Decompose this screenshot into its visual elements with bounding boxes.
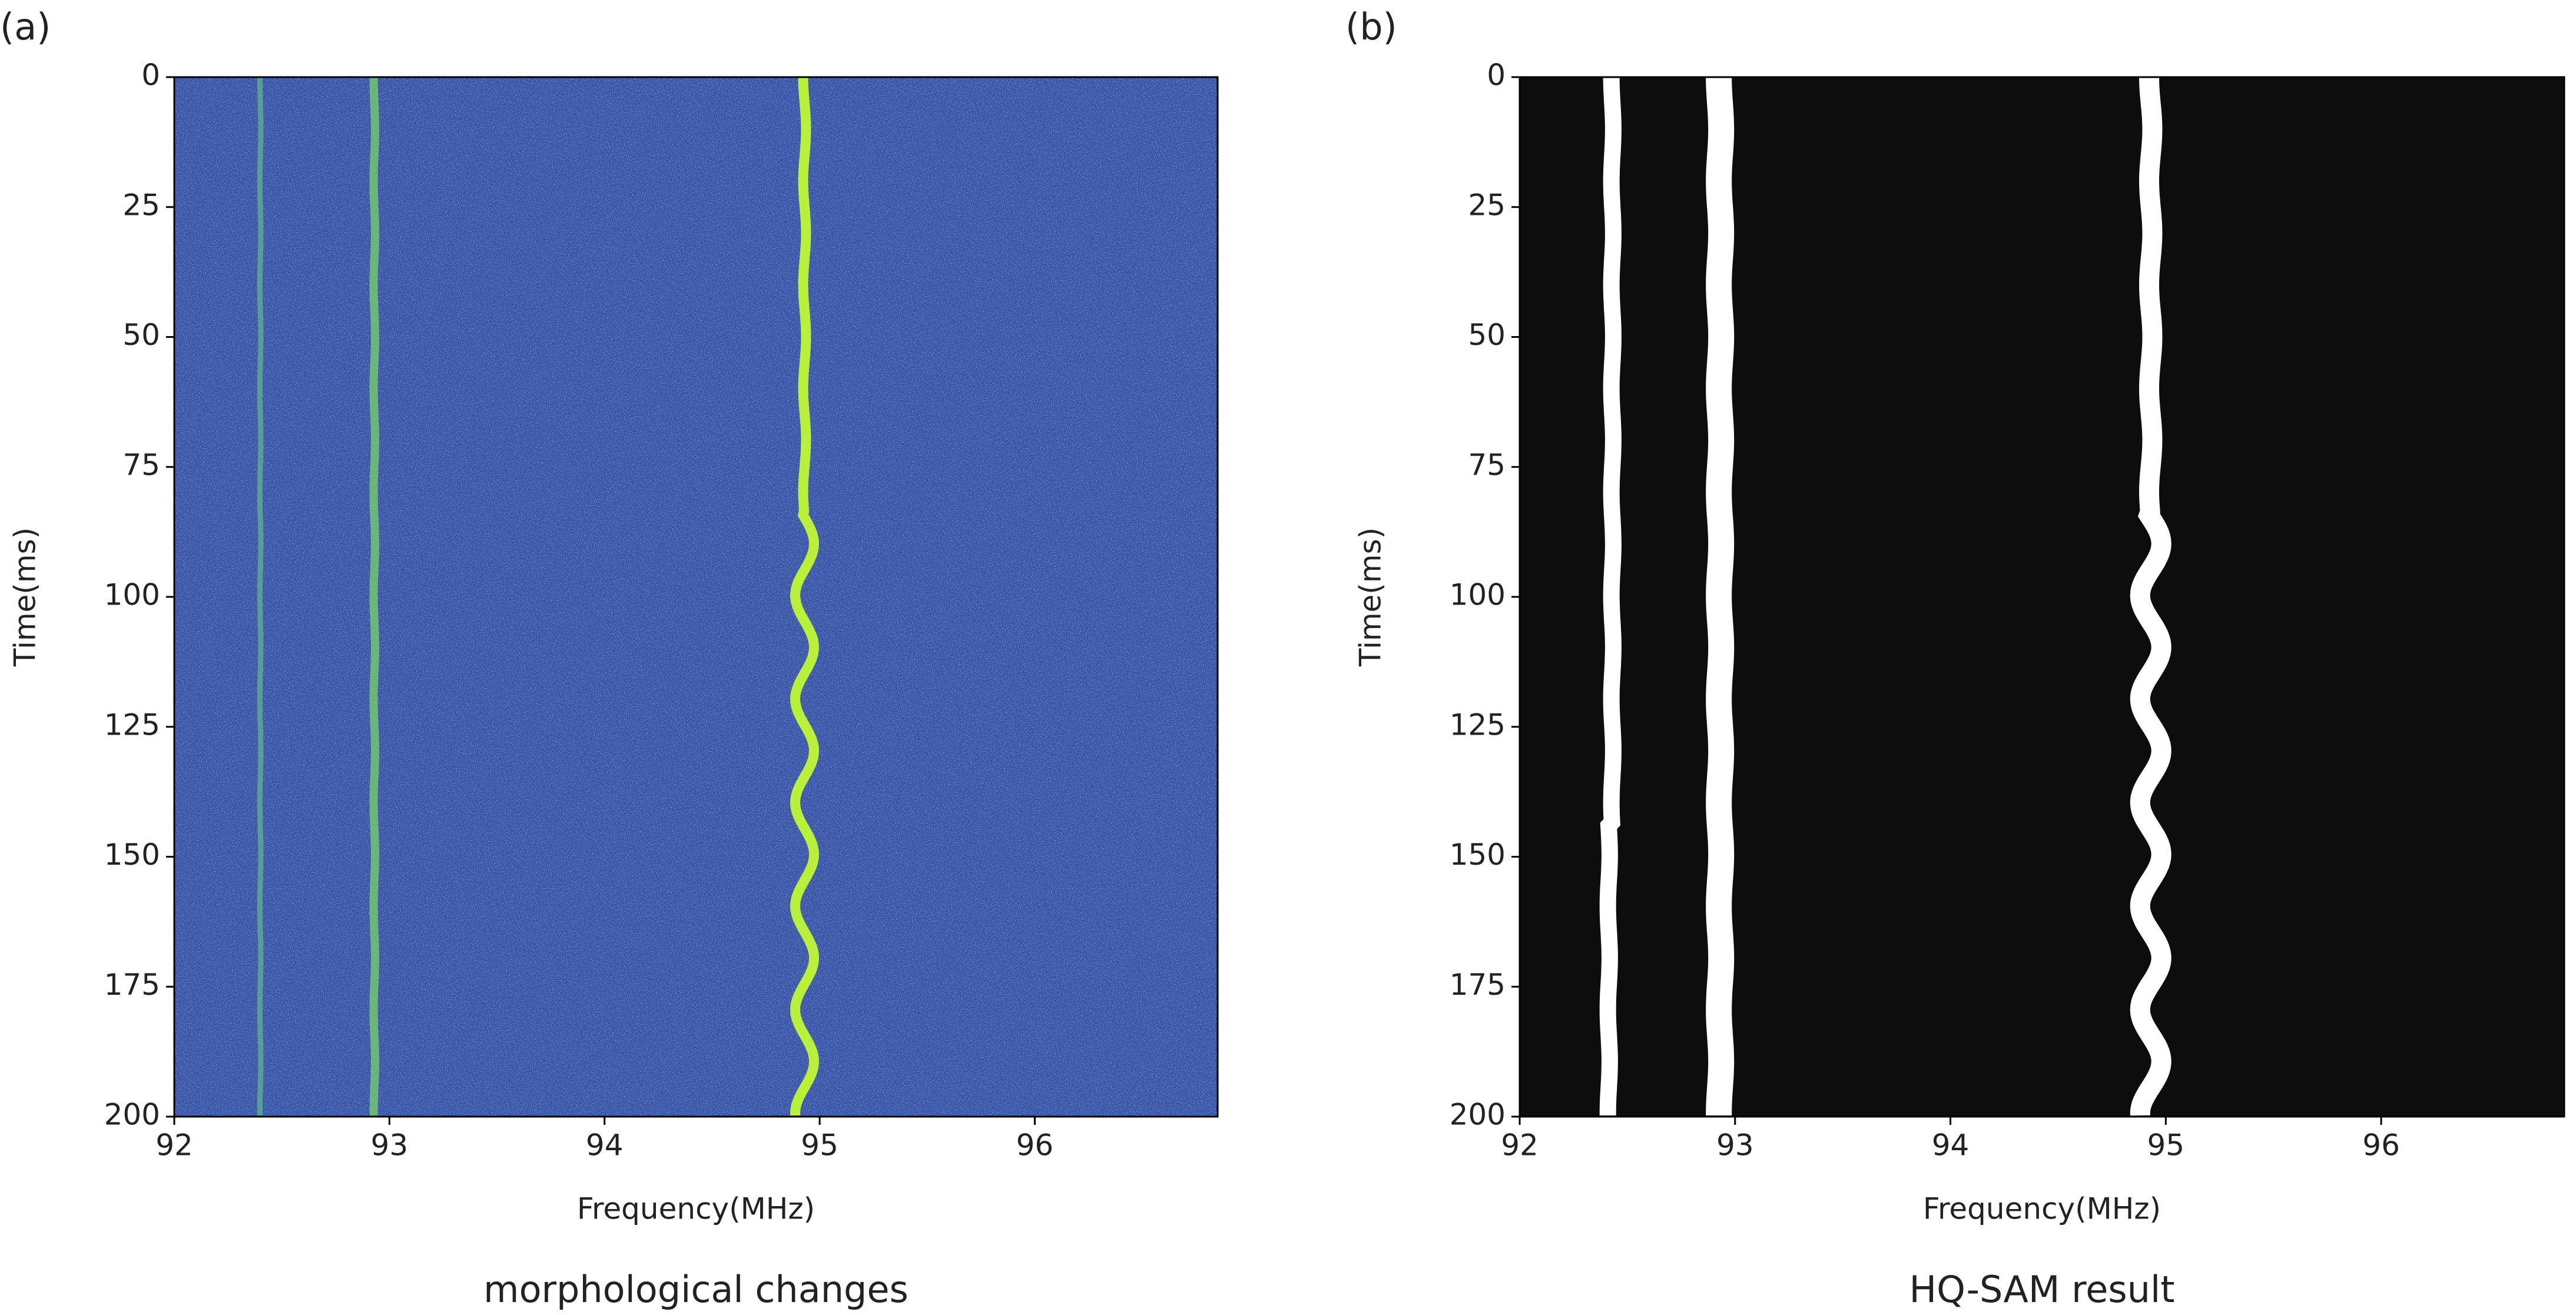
y-tick-label: 125 [104, 708, 160, 742]
y-tick-label: 175 [1450, 968, 1506, 1002]
x-tick-label: 93 [1716, 1128, 1754, 1163]
x-tick-label: 95 [801, 1128, 838, 1163]
x-tick-label: 96 [2362, 1128, 2400, 1163]
y-tick-label: 100 [104, 578, 160, 612]
y-tick-label: 0 [141, 58, 160, 92]
x-tick-label: 93 [371, 1128, 409, 1163]
y-tick-label: 100 [1450, 578, 1506, 612]
caption: HQ-SAM result [1909, 1268, 2174, 1311]
signal-trace [1706, 77, 1735, 1115]
y-tick-label: 175 [104, 968, 160, 1002]
y-tick-label: 200 [1450, 1098, 1506, 1132]
y-tick-label: 50 [1468, 318, 1506, 352]
x-tick-label: 94 [586, 1128, 624, 1163]
noise [174, 77, 1218, 1117]
y-tick-label: 125 [1450, 708, 1506, 742]
y-tick-label: 75 [122, 448, 160, 482]
signal-trace [369, 77, 379, 1115]
x-tick-label: 95 [2147, 1128, 2185, 1163]
signal-trace [257, 77, 264, 1116]
y-axis-label: Time(ms) [8, 527, 42, 667]
y-axis-label: Time(ms) [1354, 527, 1388, 667]
signal-trace [1599, 77, 1622, 1115]
y-tick-label: 75 [1468, 448, 1506, 482]
y-tick-label: 0 [1487, 58, 1506, 92]
y-tick-label: 50 [122, 318, 160, 352]
x-tick-label: 94 [1932, 1128, 1970, 1163]
x-tick-label: 92 [1501, 1128, 1539, 1163]
signal-trace [2130, 77, 2171, 1116]
y-tick-label: 200 [104, 1098, 160, 1132]
x-tick-label: 96 [1016, 1128, 1054, 1163]
caption: morphological changes [483, 1268, 909, 1311]
background [1520, 77, 2564, 1117]
y-tick-label: 25 [1468, 188, 1506, 222]
x-axis-label: Frequency(MHz) [1923, 1192, 2161, 1226]
x-tick-label: 92 [155, 1128, 193, 1163]
signal-trace [790, 77, 820, 1116]
y-tick-label: 25 [122, 188, 160, 222]
y-tick-label: 150 [104, 838, 160, 872]
panel-label: (b) [1345, 5, 1397, 48]
x-axis-label: Frequency(MHz) [577, 1192, 815, 1226]
panel-label: (a) [0, 5, 51, 48]
y-tick-label: 150 [1450, 838, 1506, 872]
